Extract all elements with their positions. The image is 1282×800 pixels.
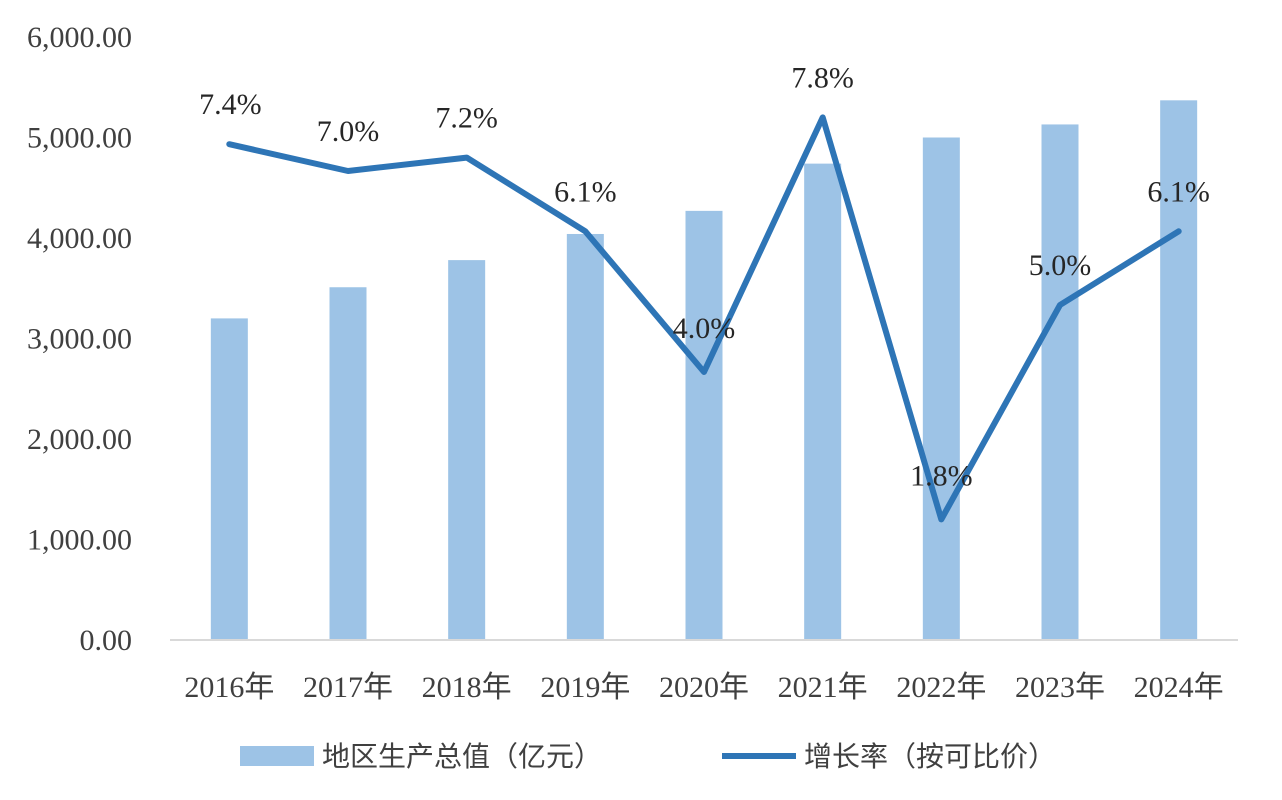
x-tick-label: 2020年 (659, 671, 749, 704)
growth-rate-label: 7.4% (199, 88, 262, 121)
y-tick-label: 6,000.00 (27, 21, 132, 54)
x-tick-label: 2016年 (184, 671, 274, 704)
gdp-bar (566, 233, 604, 641)
legend-bar-label: 地区生产总值（亿元） (322, 740, 602, 773)
x-tick-label: 2017年 (303, 671, 393, 704)
x-tick-label: 2019年 (540, 671, 630, 704)
gdp-bar (329, 287, 367, 640)
x-tick-label: 2021年 (778, 671, 868, 704)
y-axis-ticks: 0.00 1,000.00 2,000.00 3,000.00 4,000.00 5,00… (27, 21, 132, 657)
growth-rate-label: 6.1% (1147, 175, 1210, 208)
growth-rate-label: 7.0% (317, 115, 380, 148)
legend-line-label: 增长率（按可比价） (804, 740, 1056, 773)
y-tick-label: 4,000.00 (27, 222, 132, 255)
y-tick-label: 0.00 (80, 624, 133, 657)
y-tick-label: 5,000.00 (27, 122, 132, 155)
legend: 地区生产总值（亿元） 增长率（按可比价） (240, 740, 1056, 773)
x-tick-label: 2023年 (1015, 671, 1105, 704)
x-axis-ticks: 2016年 2017年 2018年 2019年 2020年 2021年 2022年 2023年… (184, 671, 1223, 704)
growth-rate-label: 7.8% (791, 61, 854, 94)
growth-rate-label: 5.0% (1029, 249, 1092, 282)
gdp-bar (804, 163, 842, 640)
gdp-bar (685, 210, 723, 641)
x-tick-label: 2022年 (896, 671, 986, 704)
gdp-bar (210, 318, 248, 640)
growth-rate-line (226, 114, 1182, 523)
gdp-bar (448, 260, 486, 640)
x-tick-label: 2024年 (1134, 671, 1224, 704)
gdp-bar (1041, 124, 1079, 640)
growth-rate-label: 1.8% (910, 459, 973, 492)
y-tick-label: 1,000.00 (27, 524, 132, 557)
y-tick-label: 3,000.00 (27, 323, 132, 356)
legend-bar-swatch (240, 746, 314, 766)
growth-rate-label: 7.2% (435, 102, 498, 135)
growth-rate-labels: 7.4% 7.0% 7.2% 6.1% 4.0% 7.8% 1.8% 5.0% 6.1% (199, 61, 1210, 492)
y-tick-label: 2,000.00 (27, 423, 132, 456)
gdp-bar (922, 137, 960, 640)
gdp-bar (1160, 100, 1198, 640)
x-tick-label: 2018年 (422, 671, 512, 704)
growth-rate-label: 6.1% (554, 175, 617, 208)
gdp-bars (210, 100, 1198, 641)
growth-rate-label: 4.0% (673, 312, 736, 345)
